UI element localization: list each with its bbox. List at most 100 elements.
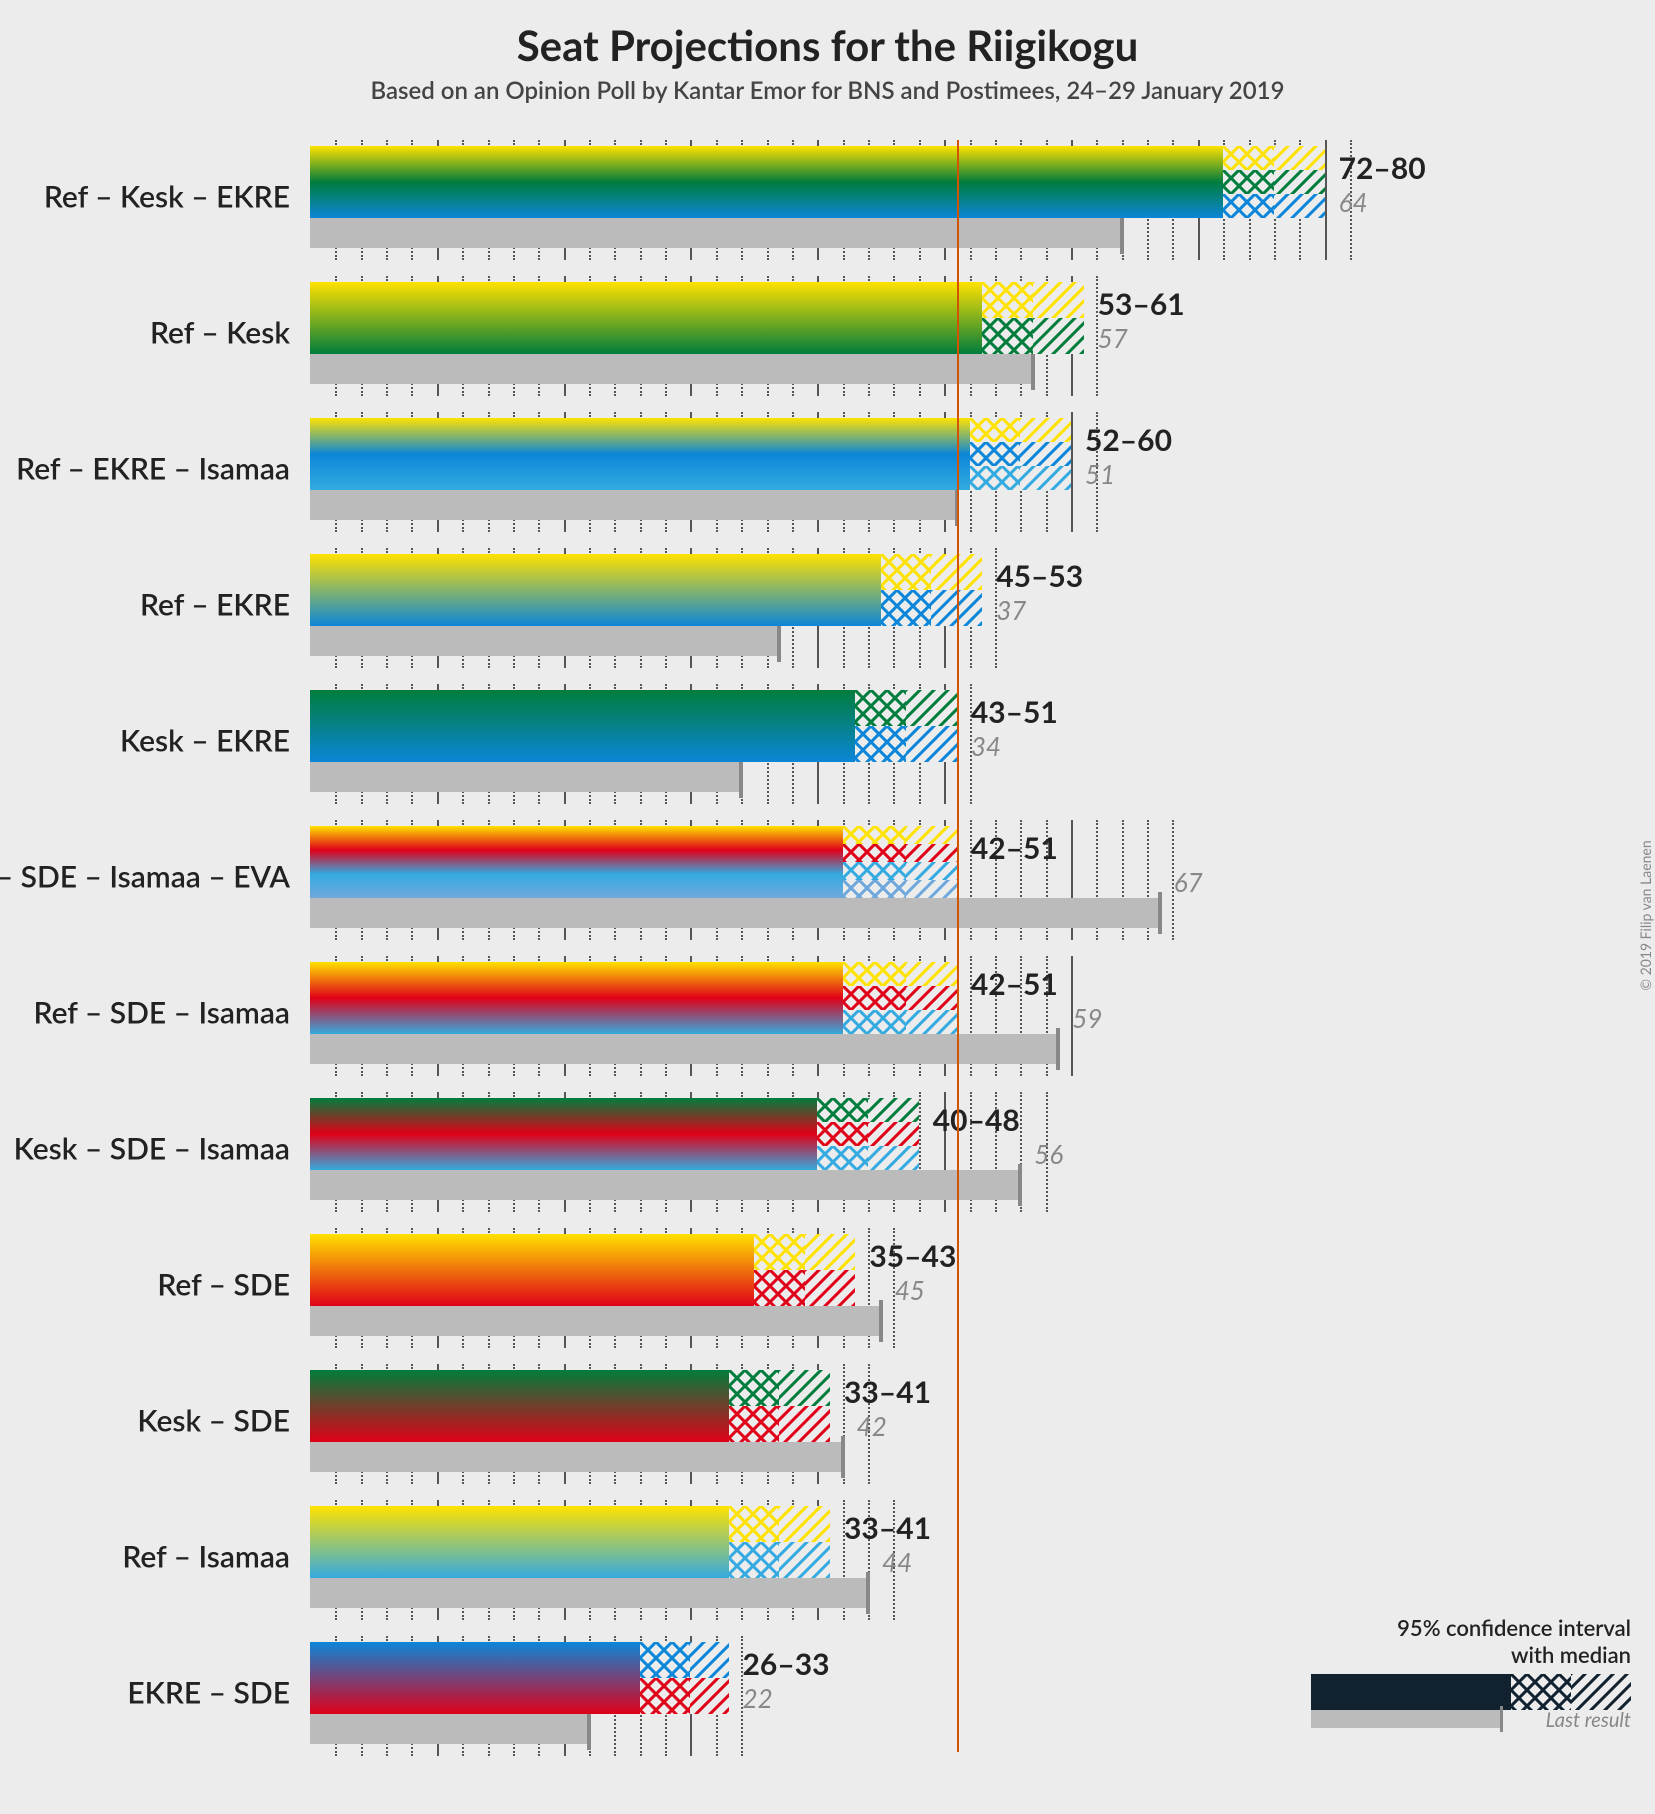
- projection-bar: [310, 146, 1325, 218]
- last-result-bar: [310, 1714, 589, 1744]
- chart-row: Ref – SDE – Isamaa42–5159: [310, 956, 1350, 1076]
- ci-high-hatch: [779, 1406, 830, 1442]
- last-result-bar: [310, 626, 779, 656]
- projection-bar: [310, 1370, 830, 1442]
- ci-low-hatch: [640, 1678, 691, 1714]
- last-result-tick: [841, 1436, 845, 1478]
- range-label: 35–43: [869, 1238, 956, 1274]
- range-label: 40–48: [933, 1102, 1020, 1138]
- ci-high-hatch: [868, 1122, 919, 1146]
- chart-row: Kesk – SDE – Isamaa40–4856: [310, 1092, 1350, 1212]
- projection-bar: [310, 1642, 729, 1714]
- range-label: 72–80: [1339, 150, 1426, 186]
- row-label: EKRE – SDE: [127, 1674, 290, 1710]
- ci-low-hatch: [843, 1010, 906, 1034]
- majority-line: [957, 140, 959, 1752]
- last-result-bar: [310, 1578, 868, 1608]
- ci-high-hatch: [805, 1270, 856, 1306]
- range-label: 42–51: [971, 830, 1058, 866]
- ci-low-hatch: [843, 986, 906, 1010]
- last-result-tick: [1120, 212, 1124, 254]
- last-label: 57: [1098, 322, 1128, 354]
- range-label: 45–53: [996, 558, 1083, 594]
- last-label: 56: [1034, 1138, 1063, 1170]
- legend-last-label: Last result: [1546, 1708, 1631, 1732]
- ci-low-hatch: [640, 1642, 691, 1678]
- last-label: 64: [1339, 186, 1368, 218]
- row-label: Ref – SDE: [157, 1266, 290, 1302]
- ci-low-hatch: [970, 466, 1021, 490]
- legend-bars: Last result: [1271, 1674, 1631, 1734]
- chart-area: Ref – Kesk – EKRE72–8064 Ref – Kesk53–615…: [310, 140, 1350, 1790]
- ci-low-hatch: [881, 590, 932, 626]
- bar-gradient: [310, 962, 843, 1034]
- last-result-bar: [310, 1306, 881, 1336]
- legend: 95% confidence intervalwith median Last …: [1271, 1615, 1631, 1734]
- ci-high-hatch: [690, 1678, 728, 1714]
- chart-row: Ref – Kesk – EKRE72–8064: [310, 140, 1350, 260]
- row-label: Ref – Kesk – EKRE: [44, 178, 290, 214]
- ci-high-hatch: [868, 1098, 919, 1122]
- last-result-bar: [310, 490, 957, 520]
- legend-ci-label: 95% confidence intervalwith median: [1271, 1615, 1631, 1668]
- last-label: 42: [857, 1410, 887, 1442]
- bar-gradient: [310, 1098, 817, 1170]
- last-result-bar: [310, 898, 1160, 928]
- last-result-bar: [310, 1170, 1020, 1200]
- ci-high-hatch: [906, 726, 957, 762]
- chart-row: Kesk – SDE33–4142: [310, 1364, 1350, 1484]
- row-label: Ref – EKRE – Isamaa: [16, 450, 290, 486]
- ci-low-hatch: [982, 282, 1033, 318]
- ci-high-hatch: [906, 880, 957, 898]
- last-result-bar: [310, 1442, 843, 1472]
- ci-high-hatch: [690, 1642, 728, 1678]
- ci-high-hatch: [779, 1542, 830, 1578]
- range-label: 33–41: [844, 1510, 931, 1546]
- last-result-tick: [587, 1708, 591, 1750]
- row-label: Ref – SDE – Isamaa – EVA: [0, 858, 290, 894]
- ci-high-hatch: [1033, 318, 1084, 354]
- last-result-tick: [1031, 348, 1035, 390]
- legend-last-tick: [1500, 1706, 1503, 1732]
- row-label: Ref – EKRE: [140, 586, 290, 622]
- last-result-tick: [1018, 1164, 1022, 1206]
- ci-low-hatch: [843, 880, 906, 898]
- range-label: 33–41: [844, 1374, 931, 1410]
- last-label: 45: [895, 1274, 925, 1306]
- bar-gradient: [310, 826, 843, 898]
- ci-high-hatch: [805, 1234, 856, 1270]
- ci-low-hatch: [970, 418, 1021, 442]
- bar-gradient: [310, 282, 982, 354]
- ci-low-hatch: [729, 1370, 780, 1406]
- projection-bar: [310, 690, 957, 762]
- ci-high-hatch: [779, 1370, 830, 1406]
- ci-low-hatch: [855, 726, 906, 762]
- chart-row: Ref – EKRE45–5337: [310, 548, 1350, 668]
- chart-row: Ref – SDE35–4345: [310, 1228, 1350, 1348]
- projection-bar: [310, 554, 982, 626]
- row-label: Kesk – SDE – Isamaa: [14, 1130, 290, 1166]
- bar-gradient: [310, 1370, 729, 1442]
- range-label: 42–51: [971, 966, 1058, 1002]
- last-result-tick: [866, 1572, 870, 1614]
- row-label: Ref – SDE – Isamaa: [34, 994, 290, 1030]
- chart-row: Ref – Kesk53–6157: [310, 276, 1350, 396]
- chart-row: Ref – Isamaa33–4144: [310, 1500, 1350, 1620]
- last-result-bar: [310, 354, 1033, 384]
- chart-row: Ref – SDE – Isamaa – EVA42–5167: [310, 820, 1350, 940]
- bar-gradient: [310, 1642, 640, 1714]
- chart-row: EKRE – SDE26–3322: [310, 1636, 1350, 1756]
- last-label: 51: [1085, 458, 1115, 490]
- chart-subtitle: Based on an Opinion Poll by Kantar Emor …: [0, 70, 1655, 125]
- ci-low-hatch: [817, 1122, 868, 1146]
- row-label: Ref – Kesk: [150, 314, 290, 350]
- range-label: 43–51: [971, 694, 1058, 730]
- bar-gradient: [310, 554, 881, 626]
- ci-low-hatch: [843, 844, 906, 862]
- chart-row: Ref – EKRE – Isamaa52–6051: [310, 412, 1350, 532]
- ci-high-hatch: [779, 1506, 830, 1542]
- last-result-tick: [739, 756, 743, 798]
- ci-high-hatch: [1274, 146, 1325, 170]
- last-result-bar: [310, 762, 741, 792]
- ci-low-hatch: [855, 690, 906, 726]
